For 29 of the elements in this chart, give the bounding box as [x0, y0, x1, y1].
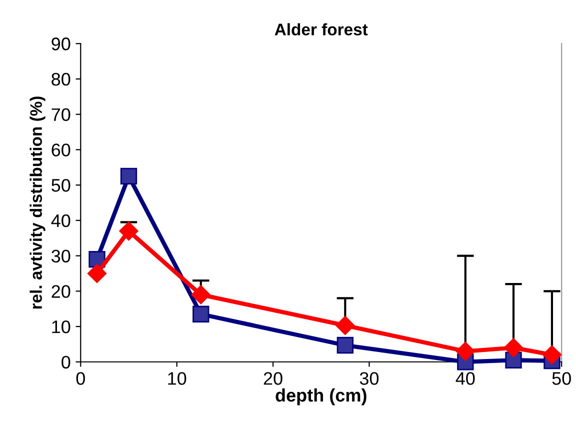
y-tick-label: 30: [52, 250, 70, 263]
y-tick-label: 0: [62, 356, 70, 369]
point: [191, 285, 210, 304]
y-axis-title: rel. avtivity distribution (%): [30, 96, 46, 309]
chart-title: Alder forest: [274, 23, 368, 36]
point: [192, 306, 210, 322]
x-tick-label: 50: [552, 372, 571, 385]
y-tick-label: 50: [52, 178, 70, 192]
x-tick-label: 20: [264, 372, 282, 385]
x-axis-title: depth (cm): [276, 388, 366, 406]
point: [87, 264, 107, 284]
y-tick-label: 40: [51, 214, 70, 228]
x-tick-label: 30: [360, 372, 379, 385]
point: [336, 316, 355, 335]
point: [120, 168, 138, 185]
x-tick-label: 0: [76, 372, 85, 385]
x-tick-label: 10: [168, 372, 186, 385]
y-tick-label: 90: [52, 38, 70, 50]
point: [336, 336, 354, 354]
y-tick-label: 20: [52, 285, 70, 298]
point: [119, 222, 138, 241]
y-tick-label: 60: [52, 144, 70, 156]
point: [504, 338, 524, 358]
point: [456, 342, 475, 361]
y-tick-label: 10: [52, 320, 70, 334]
y-tick-label: 80: [52, 72, 70, 86]
point: [542, 345, 562, 364]
x-tick-label: 40: [456, 372, 475, 385]
y-tick-label: 70: [52, 108, 70, 122]
